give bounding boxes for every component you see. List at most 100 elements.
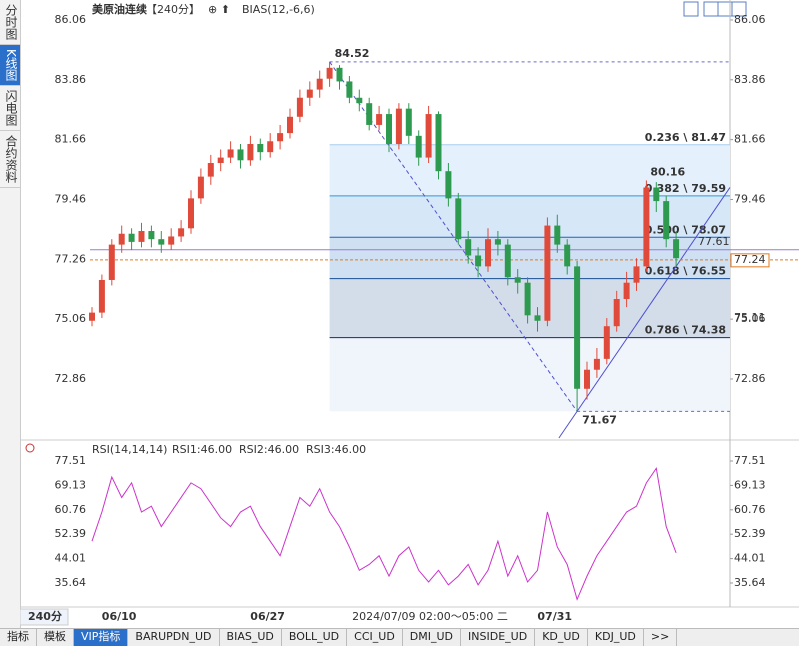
fib-band (329, 337, 730, 412)
candle-body (227, 149, 234, 158)
x-tick-label: 06/27 (250, 610, 285, 623)
annotation: 84.52 (335, 47, 370, 60)
candle-body (673, 239, 680, 259)
candle-body (475, 255, 482, 267)
icon[interactable] (731, 1, 747, 17)
y-tick-label: 72.86 (55, 372, 87, 385)
price-tag: 77.24 (734, 253, 766, 266)
bottom-tab[interactable]: DMI_UD (403, 629, 462, 646)
price-tag: 77.61 (698, 235, 730, 248)
candle-body (395, 108, 402, 144)
bottom-tab[interactable]: BOLL_UD (282, 629, 348, 646)
candle-body (564, 244, 571, 267)
bottom-tab[interactable]: BIAS_UD (220, 629, 282, 646)
fib-label: 0.618 \ 76.55 (645, 265, 726, 278)
candle-body (504, 244, 511, 278)
candle-body (356, 97, 363, 104)
candle-body (435, 114, 442, 172)
icon[interactable] (703, 1, 719, 17)
y-tick-label: 75.06 (734, 312, 766, 325)
icon[interactable]: ⊕ ⬆ (208, 3, 230, 16)
candle-body (108, 244, 115, 280)
annotation: 80.16 (650, 165, 685, 178)
y-tick-label: 77.26 (55, 252, 87, 265)
candle-body (465, 239, 472, 256)
y-tick-label: 79.46 (734, 192, 766, 205)
bottom-tab[interactable]: 模板 (37, 629, 74, 646)
candle-body (574, 266, 581, 389)
icon[interactable] (683, 1, 699, 17)
candle-body (158, 239, 165, 245)
x-tick-label: 06/10 (102, 610, 137, 623)
y-tick-label: 35.64 (55, 576, 87, 589)
fib-band (329, 237, 730, 279)
y-tick-label: 69.13 (55, 478, 87, 491)
candle-body (257, 143, 264, 153)
candle-body (217, 157, 224, 164)
y-tick-label: 52.39 (55, 527, 87, 540)
y-tick-label: 52.39 (734, 527, 766, 540)
bottom-tab[interactable]: BARUPDN_UD (128, 629, 220, 646)
candle-body (346, 81, 353, 98)
bottom-tab[interactable]: VIP指标 (74, 629, 129, 646)
bottom-tab[interactable]: KD_UD (535, 629, 588, 646)
fib-band (329, 144, 730, 196)
annotation: 71.67 (582, 413, 617, 426)
y-tick-label: 81.66 (55, 133, 87, 146)
sidebar-tab[interactable]: 分时图 (0, 0, 20, 45)
candle-body (386, 114, 392, 144)
candle-body (455, 198, 462, 240)
y-tick-label: 77.51 (55, 454, 87, 467)
price-tag: 75.11 (734, 311, 766, 324)
bottom-tab[interactable]: 指标 (0, 629, 37, 646)
icon[interactable] (25, 443, 35, 453)
candle-body (603, 326, 610, 359)
period: 【240分】 (146, 3, 200, 16)
candle-body (277, 133, 284, 142)
candle-body (98, 279, 105, 313)
candle-body (534, 315, 541, 321)
sidebar: 分时图 K线图 闪电图 合约资料 (0, 0, 21, 628)
candle-body (207, 163, 214, 177)
y-tick-label: 83.86 (734, 73, 766, 86)
bottom-tab[interactable]: >> (644, 629, 678, 646)
candle-body (336, 67, 343, 82)
y-tick-label: 75.06 (55, 312, 87, 325)
sidebar-tab[interactable]: 闪电图 (0, 86, 20, 131)
rsi-title: RSI(14,14,14) (92, 443, 167, 456)
y-tick-label: 60.76 (734, 503, 766, 516)
candle-body (197, 176, 204, 199)
candle-body (494, 239, 501, 245)
period-box (20, 608, 69, 626)
candle-body (138, 231, 145, 242)
sidebar-tab[interactable]: 合约资料 (0, 131, 20, 188)
rsi-line (91, 467, 677, 601)
candle-body (267, 141, 274, 153)
candle-body (237, 149, 244, 161)
sidebar-tab[interactable]: K线图 (0, 45, 20, 86)
candle-body (366, 103, 373, 125)
bottom-tab[interactable]: CCI_UD (347, 629, 403, 646)
candle-body (554, 225, 561, 245)
candle-body (316, 78, 323, 90)
candle-body (485, 239, 491, 267)
price-tag-box (730, 253, 770, 268)
y-tick-label: 44.01 (55, 552, 87, 565)
candle-body (287, 116, 293, 134)
y-tick-label: 69.13 (734, 478, 766, 491)
y-tick-label: 44.01 (734, 552, 766, 565)
bottom-tab[interactable]: INSIDE_UD (461, 629, 536, 646)
legend-entry: RSI1:46.00 (172, 443, 232, 456)
candle-body (89, 312, 95, 321)
candle-body (633, 266, 640, 283)
candle-body (188, 198, 194, 229)
candle-body (584, 369, 590, 389)
crosshair-label: 2024/07/09 02:00～05:00 二 (352, 610, 508, 623)
bottom-tab[interactable]: KDJ_UD (588, 629, 644, 646)
chart: ⊕ ⬆ 美原油连续 【240分】 BIAS(12,-6,6) 86.06 86.06 83… (20, 0, 799, 626)
tab-bar: 指标 模板 VIP指标 BARUPDN_UD BIAS_UD BOLL_UD CCI_UD D… (0, 628, 799, 646)
fib-label: 0.786 \ 74.38 (645, 324, 726, 337)
candle-body (247, 143, 254, 161)
y-tick-label: 86.06 (55, 13, 87, 26)
